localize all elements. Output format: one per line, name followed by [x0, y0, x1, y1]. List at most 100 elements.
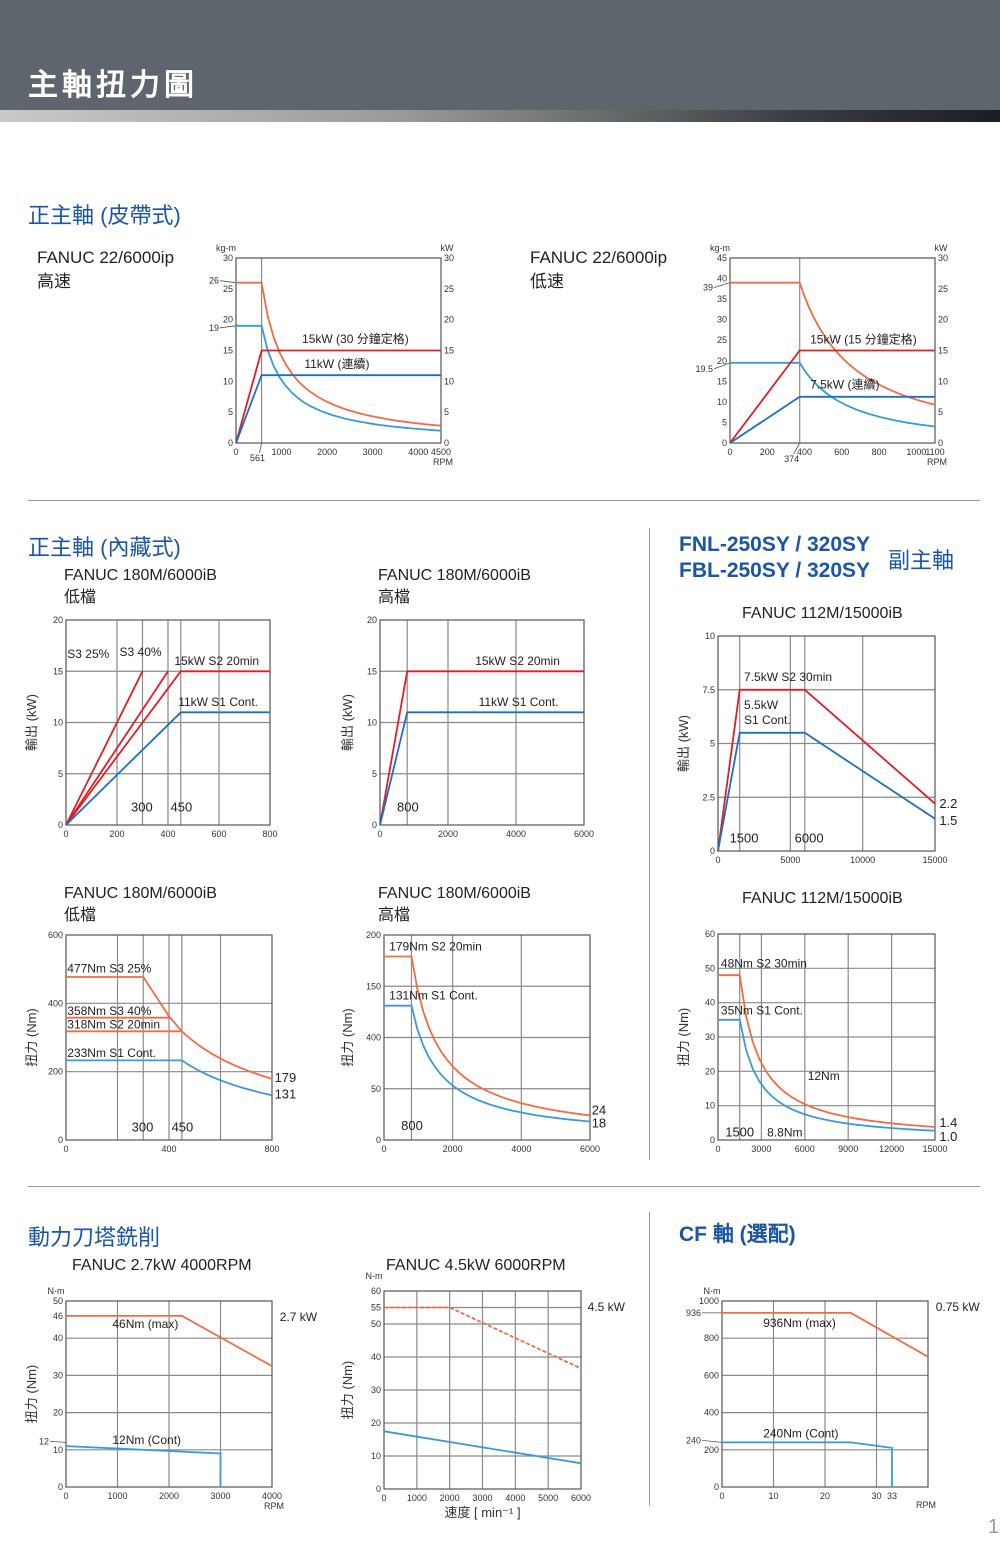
tick-leader-line — [219, 325, 237, 329]
tick-leader-line — [793, 442, 801, 455]
header-band — [0, 110, 1000, 122]
x-tick-label: 200 — [760, 447, 775, 457]
x-tick-label: 2000 — [317, 447, 337, 457]
tick-leader-line — [49, 1440, 67, 1443]
x-unit-label: RPM — [433, 457, 453, 467]
x-tick-label: 6000 — [580, 1144, 600, 1154]
x-unit-label: RPM — [264, 1501, 284, 1511]
y-tick-label: 240 — [686, 1435, 701, 1445]
y-tick-label: 30 — [53, 1370, 63, 1380]
y-tick-label: 0 — [714, 1482, 719, 1492]
y-tick-label: 7.5 — [702, 685, 715, 695]
annotation-label: 300 — [131, 800, 153, 815]
series-power-max — [379, 670, 584, 826]
annotation-label: 12Nm — [808, 1069, 840, 1083]
chart-title-h: FANUC 112M/15000iB — [742, 890, 903, 907]
y-tick-label: 5 — [228, 407, 233, 417]
tick-leader-line — [219, 280, 237, 284]
section-title-builtin: 正主軸 (內藏式) — [28, 535, 181, 560]
chart-subtitle: 高檔 — [378, 589, 411, 606]
section-title-turret: 動力刀塔銑削 — [28, 1225, 161, 1250]
x-tick-label: 0 — [381, 1144, 386, 1154]
y-tick-label: 400 — [366, 1033, 381, 1043]
y-tick-label: 19 — [209, 323, 219, 333]
x-tick-label: 600 — [834, 447, 849, 457]
series-power-cont — [379, 711, 584, 826]
annotation-label: 450 — [171, 800, 193, 815]
series-torque-max — [384, 1306, 582, 1370]
y-right-tick-label: 15 — [444, 346, 454, 356]
y-tick-label: 5 — [58, 769, 63, 779]
section-title-belt: 正主軸 (皮帶式) — [28, 203, 181, 228]
plot-frame — [379, 619, 585, 826]
y-tick-label: 40 — [705, 998, 715, 1008]
y-tick-label: 25 — [223, 284, 233, 294]
annotation-label: 1.0 — [939, 1129, 957, 1144]
x-tick-label: 0 — [381, 1493, 386, 1503]
y-tick-label: 25 — [717, 335, 727, 345]
annotation-label: 8.8Nm — [767, 1126, 802, 1140]
y-tick-label: 40 — [371, 1352, 381, 1362]
tick-leader-line — [713, 362, 731, 370]
x-tick-label: 3000 — [472, 1493, 492, 1503]
plot-frame — [383, 1290, 582, 1490]
divider — [649, 528, 650, 1160]
annotation-label: 179 — [275, 1070, 297, 1085]
y-tick-label: 10 — [717, 397, 727, 407]
x-tick-label: 20 — [820, 1491, 830, 1501]
x-tick-label: 374 — [784, 454, 799, 464]
y-tick-label: 10 — [223, 376, 233, 386]
y-tick-label: 15 — [53, 666, 63, 676]
x-unit-label: RPM — [916, 1500, 936, 1510]
y-tick-label: 46 — [53, 1311, 63, 1321]
annotation-label: 5.5kW — [744, 698, 779, 712]
annotation-label: 12Nm (Cont) — [112, 1433, 181, 1447]
y-right-tick-label: 20 — [444, 315, 454, 325]
x-tick-label: 5000 — [780, 855, 800, 865]
y-tick-label: 40 — [53, 1333, 63, 1343]
x-tick-label: 800 — [872, 447, 887, 457]
chart-title-j: FANUC 4.5kW 6000RPM — [386, 1257, 566, 1274]
chart-title-g: FANUC 180M/6000iB 高檔 — [378, 883, 531, 927]
y-right-tick-label: 30 — [938, 253, 948, 263]
annotation-label: 233Nm S1 Cont. — [67, 1046, 156, 1060]
chart-title-b: FANUC 22/6000ip 低速 — [530, 246, 667, 294]
y-tick-label: 600 — [704, 1370, 719, 1380]
chart-title-line: FANUC 180M/6000iB — [378, 885, 531, 902]
annotation-label: 0.75 kW — [936, 1300, 981, 1314]
y-tick-label: 15 — [367, 666, 377, 676]
y-tick-label: 20 — [53, 615, 63, 625]
annotation-label: 4.5 kW — [588, 1300, 626, 1314]
chart-subtitle: 低速 — [530, 272, 564, 291]
page-number: 1 — [988, 1516, 1000, 1538]
chart-title-line: FANUC 22/6000ip — [530, 248, 668, 267]
y-axis-label: 輸出 (kW) — [676, 715, 691, 772]
x-tick-label: 0 — [719, 1491, 724, 1501]
y-tick-label: 400 — [48, 998, 63, 1008]
y-tick-label: 20 — [371, 1418, 381, 1428]
y-tick-label: 30 — [371, 1385, 381, 1395]
series-power-max — [65, 670, 144, 826]
x-tick-label: 0 — [63, 829, 68, 839]
annotation-label: 1500 — [730, 830, 759, 845]
y-axis-label: 扭力 (Nm) — [676, 1008, 691, 1067]
y-right-unit-label: kW — [441, 243, 455, 253]
x-tick-label: 561 — [250, 453, 265, 463]
y-tick-label: 5 — [710, 739, 715, 749]
y-tick-label: 0 — [710, 846, 715, 856]
annotation-label: 15kW S2 20min — [475, 654, 560, 668]
x-tick-label: 2000 — [438, 829, 458, 839]
y-tick-label: 10 — [705, 631, 715, 641]
annotation-label: 477Nm S3 25% — [67, 962, 151, 976]
annotation-label: 450 — [172, 1119, 194, 1134]
y-tick-label: 0 — [58, 1135, 63, 1145]
chart-subtitle: 高速 — [37, 272, 71, 291]
y-tick-label: 50 — [705, 963, 715, 973]
series-torque-max — [236, 281, 442, 427]
page-title: 主軸扭力圖 — [28, 69, 198, 102]
annotation-label: 7.5kW (連續) — [810, 376, 879, 391]
x-tick-label: 10000 — [850, 855, 875, 865]
x-tick-label: 1000 — [107, 1491, 127, 1501]
annotation-label: 15kW (15 分鐘定格) — [810, 332, 917, 347]
series-torque-cont — [383, 1430, 582, 1465]
